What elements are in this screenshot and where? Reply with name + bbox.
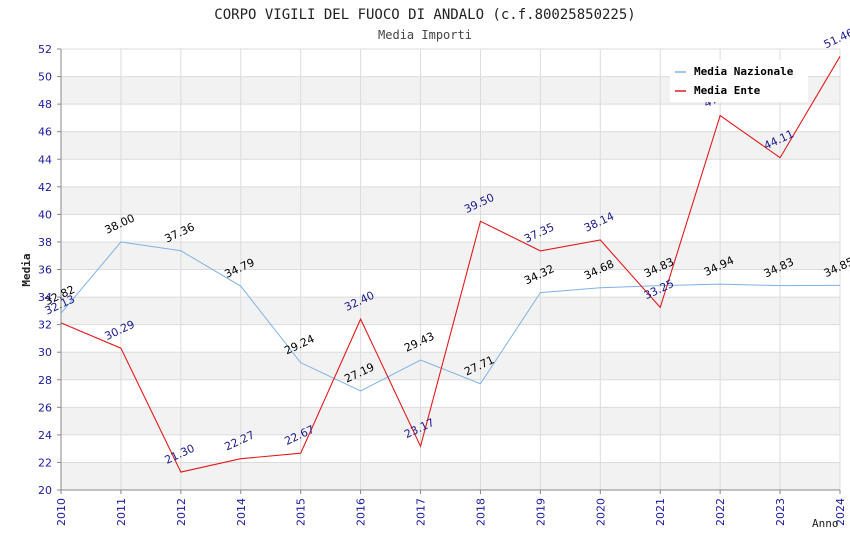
x-tick-label: 2016: [355, 498, 368, 526]
y-tick-label: 32: [38, 319, 52, 332]
plot-band: [61, 297, 840, 325]
x-tick-label: 2012: [175, 498, 188, 526]
y-tick-label: 50: [38, 71, 52, 84]
y-tick-label: 52: [38, 43, 52, 56]
x-tick-label: 2010: [55, 498, 68, 526]
y-tick-label: 42: [38, 181, 52, 194]
y-tick-label: 44: [38, 153, 52, 166]
plot-background: [61, 49, 840, 490]
chart-subtitle: Media Importi: [378, 28, 472, 42]
plot-band: [61, 324, 840, 353]
y-tick-label: 24: [38, 429, 52, 442]
y-tick-label: 48: [38, 98, 52, 111]
x-tick-label: 2022: [714, 498, 727, 526]
x-tick-label: 2015: [295, 498, 308, 526]
series-line-media-nazionale: [60, 241, 841, 392]
legend-label-media-ente: Media Ente: [694, 84, 761, 97]
y-tick-label: 22: [38, 456, 52, 469]
plot-band: [61, 379, 840, 408]
legend-box: [670, 60, 808, 102]
plot-band: [61, 434, 840, 463]
plot-band: [61, 269, 840, 298]
y-axis-label: Media: [20, 253, 33, 286]
y-tick-label: 30: [38, 346, 52, 359]
y-tick-label: 34: [38, 291, 52, 304]
chart-title: CORPO VIGILI DEL FUOCO DI ANDALO (c.f.80…: [214, 7, 635, 23]
plot-band: [61, 104, 840, 132]
x-tick-label: 2021: [654, 498, 667, 526]
data-label: 51.46: [822, 26, 850, 51]
legend: Media Nazionale Media Ente: [670, 60, 808, 102]
plot-band: [61, 131, 840, 160]
plot-band: [61, 159, 840, 187]
x-tick-label: 2018: [474, 498, 487, 526]
plot-band: [61, 241, 840, 270]
x-tick-label: 2024: [834, 498, 847, 526]
plot-band: [61, 407, 840, 435]
y-tick-label: 46: [38, 126, 52, 139]
x-tick-label: 2017: [415, 498, 428, 526]
x-tick-label: 2019: [534, 498, 547, 526]
y-tick-label: 26: [38, 401, 52, 414]
y-tick-label: 40: [38, 208, 52, 221]
x-tick-label: 2020: [594, 498, 607, 526]
plot-band: [61, 462, 840, 490]
y-tick-label: 38: [38, 236, 52, 249]
legend-label-media-nazionale: Media Nazionale: [694, 65, 794, 78]
gridlines: [60, 48, 841, 491]
series-lines: [60, 56, 841, 473]
plot-band: [61, 186, 840, 215]
x-tick-label: 2023: [774, 498, 787, 526]
x-tick-label: 2011: [115, 498, 128, 526]
plot-band: [61, 352, 840, 380]
y-tick-label: 36: [38, 264, 52, 277]
y-tick-label: 28: [38, 374, 52, 387]
plot-band: [61, 214, 840, 242]
x-tick-label: 2014: [235, 498, 248, 526]
y-tick-label: 20: [38, 484, 52, 497]
series-line-media-ente: [60, 56, 841, 473]
x-axis-label: Anno: [812, 517, 839, 530]
